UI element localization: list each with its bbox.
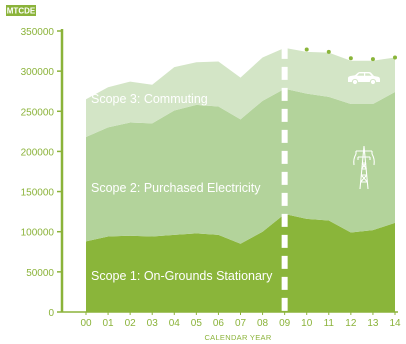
y-tick-label: 300000 <box>21 67 55 78</box>
x-axis-title: CALENDAR YEAR <box>204 333 271 342</box>
projection-marker <box>304 47 309 52</box>
x-tick-label: 11 <box>324 318 335 329</box>
y-tick-label: 150000 <box>21 188 55 199</box>
unit-label: MTCDE <box>7 7 36 16</box>
x-tick-label: 10 <box>301 318 313 329</box>
x-tick-label: 07 <box>235 318 247 329</box>
x-tick-label: 13 <box>367 318 379 329</box>
icon-layer <box>348 72 380 190</box>
series-label-1: Scope 1: On-Grounds Stationary <box>91 269 273 283</box>
series-labels: Scope 1: On-Grounds Stationary Scope 2: P… <box>91 92 273 283</box>
projection-marker <box>326 49 331 54</box>
y-tick-label: 0 <box>48 308 54 319</box>
series-label-2: Scope 2: Purchased Electricity <box>91 181 261 195</box>
projection-marker <box>370 57 375 62</box>
x-tick-label: 00 <box>80 318 92 329</box>
area-layers <box>86 47 395 312</box>
y-tick-label: 200000 <box>21 147 55 158</box>
area-series-3 <box>86 47 395 137</box>
power-tower-icon <box>353 145 375 190</box>
projection-marker <box>393 55 397 60</box>
projection-markers <box>304 47 397 62</box>
car-icon <box>348 72 380 86</box>
x-tick-label: 05 <box>191 318 203 329</box>
area-series-1 <box>86 214 395 312</box>
x-tick-label: 06 <box>213 318 225 329</box>
projection-marker <box>348 56 353 61</box>
x-tick-label: 01 <box>103 318 115 329</box>
series-label-3: Scope 3: Commuting <box>91 92 208 106</box>
axes: 0 50000 100000 150000 200000 250000 300000 3500… <box>6 5 401 342</box>
x-tick-label: 14 <box>389 318 401 329</box>
x-tick-label: 12 <box>345 318 357 329</box>
y-tick-label: 50000 <box>26 268 54 279</box>
area-series-2 <box>86 88 395 244</box>
y-tick-label: 350000 <box>21 27 55 38</box>
y-tick-label: 100000 <box>21 228 55 239</box>
x-tick-label: 02 <box>125 318 137 329</box>
x-tick-label: 09 <box>279 318 291 329</box>
y-tick-label: 250000 <box>21 107 55 118</box>
x-tick-label: 04 <box>169 318 181 329</box>
x-tick-label: 08 <box>257 318 269 329</box>
x-tick-label: 03 <box>147 318 159 329</box>
unit-label-badge <box>6 5 36 16</box>
